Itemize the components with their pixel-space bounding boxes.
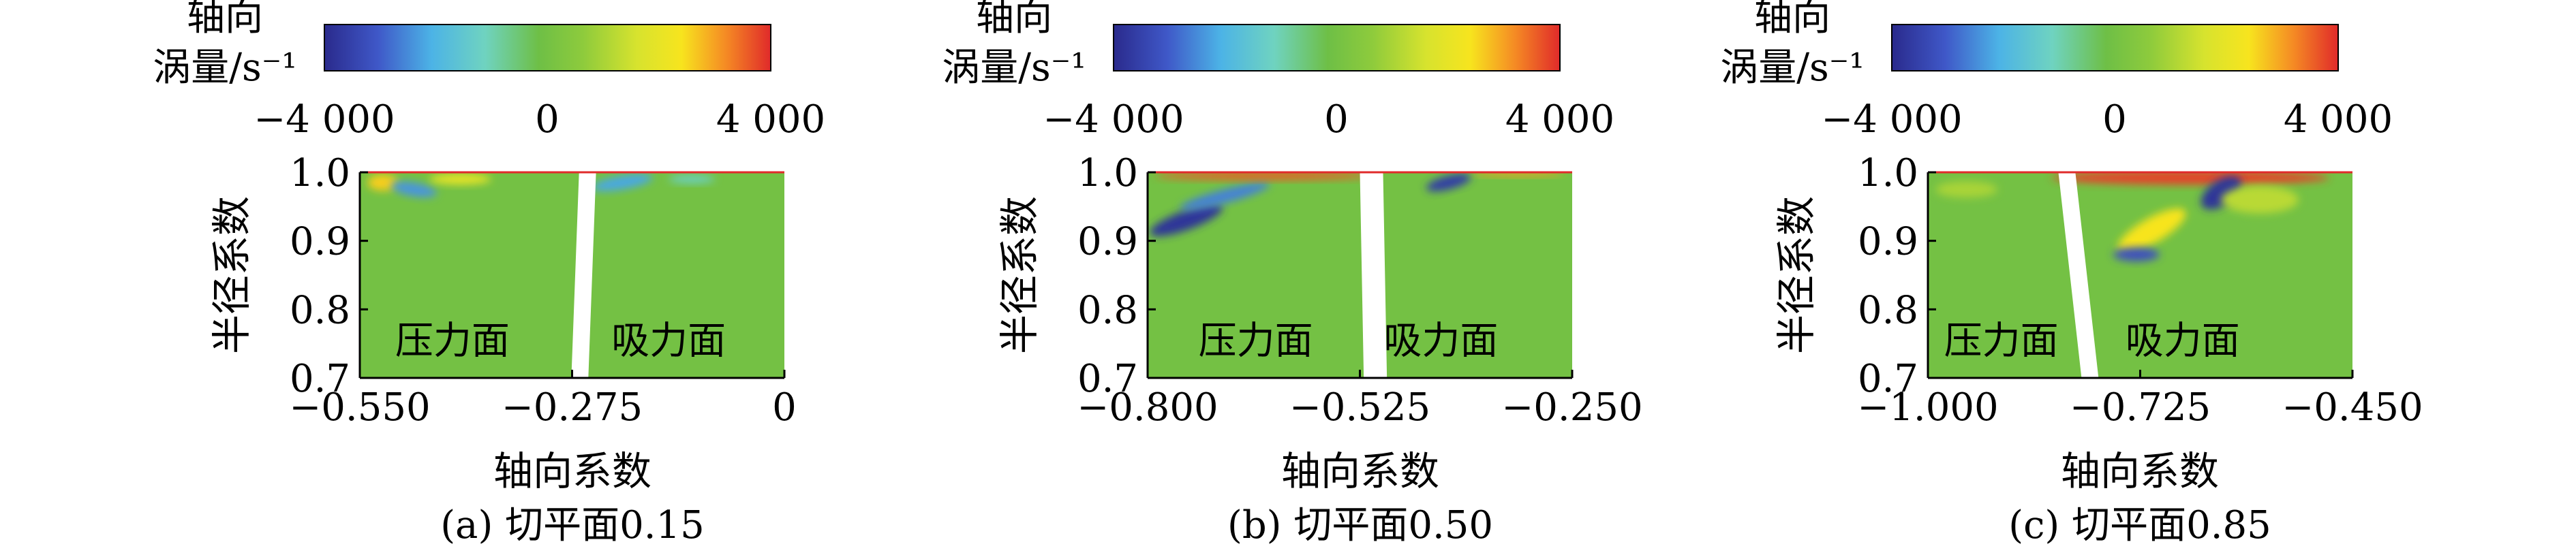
x-axis-label: 轴向系数 [493,448,651,494]
y-tick-label: 0.9 [1077,220,1138,264]
vortex-feature [390,181,437,197]
panel-b: 轴向 涡量/s⁻¹ −4 000 0 4 000 压力面 吸力面 0.7 0.8 0.9… [942,0,1642,547]
y-tick-label: 0.8 [1858,288,1918,332]
colorbar-title-line2: 涡量/s⁻¹ [942,46,1086,90]
y-axis-label: 半径系数 [996,196,1043,354]
vortex-feature [2051,172,2329,185]
colorbar-title-line1: 轴向 [187,0,263,39]
vortex-feature [1935,181,1997,198]
colorbar-tick-max: 4 000 [1505,97,1614,142]
x-tick-label: −0.550 [289,385,430,430]
vortex-features [367,172,716,378]
vortex-feature [429,174,491,185]
y-tick-label: 0.9 [290,220,350,264]
x-axis-label: 轴向系数 [2061,448,2219,494]
y-tick-label: 0.7 [290,357,350,401]
colorbar-b: 轴向 涡量/s⁻¹ −4 000 0 4 000 [942,0,1614,142]
vortex-features [1150,172,1565,378]
region-label: 吸力面 [1383,319,1498,364]
x-tick-label: −0.275 [502,385,643,430]
colorbar-tick-max: 4 000 [716,97,825,142]
colorbar-title-line1: 轴向 [976,0,1052,39]
panel-a: 轴向 涡量/s⁻¹ −4 000 0 4 000 压力面 吸力面 0.7 0.8 0.9… [153,0,825,547]
colorbar-a: 轴向 涡量/s⁻¹ −4 000 0 4 000 [153,0,825,142]
y-tick-label: 0.7 [1858,357,1918,401]
region-label: 吸力面 [2126,319,2240,364]
colorbar-gradient [1891,24,2339,71]
plot-b: 压力面 吸力面 0.7 0.8 0.9 1.0 −0.800 −0.525 −0.250 [1077,151,1642,430]
vortex-feature [2221,186,2299,214]
vortex-feature [1471,172,1565,177]
blade-section [571,172,596,378]
y-tick-label: 1.0 [1858,151,1918,195]
colorbar-tick-min: −4 000 [1043,97,1184,142]
x-tick-label: −0.800 [1077,385,1218,430]
y-axis-label: 半径系数 [209,196,255,354]
plot-a: 压力面 吸力面 0.7 0.8 0.9 1.0 −0.550 −0.275 0 [289,151,796,430]
colorbar-gradient [1113,24,1561,71]
colorbar-tick-min: −4 000 [1821,97,1962,142]
blade-section [1360,172,1387,378]
vortex-feature [2201,176,2242,210]
vortex-feature [367,174,399,191]
x-tick-label: −0.525 [1289,385,1430,430]
region-label: 压力面 [395,319,510,364]
region-label: 压力面 [1944,319,2059,364]
region-label: 吸力面 [611,319,726,364]
vortex-features [1935,172,2329,378]
colorbar-tick-mid: 0 [1324,97,1349,142]
y-tick-label: 1.0 [1077,151,1138,195]
plot-c: 压力面 吸力面 0.7 0.8 0.9 1.0 −1.000 −0.725 −0.450 [1857,151,2423,430]
vortex-feature [1426,173,1471,192]
colorbar-title-line2: 涡量/s⁻¹ [1720,46,1865,90]
x-tick-label: −0.450 [2282,385,2423,430]
panel-caption: (a) 切平面0.15 [440,503,705,547]
heatmap-field [360,172,784,378]
colorbar-title-line2: 涡量/s⁻¹ [153,46,297,90]
vortex-feature [2113,247,2160,261]
y-tick-label: 0.9 [1858,220,1918,264]
y-tick-label: 0.8 [1077,288,1138,332]
x-axis-label: 轴向系数 [1281,448,1439,494]
colorbar-tick-max: 4 000 [2284,97,2393,142]
colorbar-tick-min: −4 000 [254,97,395,142]
vortex-feature [1180,182,1270,210]
vortex-feature [1155,172,1372,180]
x-tick-label: −0.725 [2070,385,2211,430]
x-tick-label: 0 [772,385,797,430]
panel-c: 轴向 涡量/s⁻¹ −4 000 0 4 000 压力面 吸力面 0.7 0.8 0.9… [1720,0,2423,547]
y-tick-label: 0.7 [1077,357,1138,401]
colorbar-title-line1: 轴向 [1754,0,1830,39]
vortex-feature [592,174,653,191]
panel-caption: (c) 切平面0.85 [2008,503,2271,547]
region-label: 压力面 [1199,319,1313,364]
colorbar-tick-mid: 0 [2102,97,2127,142]
vortex-feature [1150,204,1223,236]
y-tick-label: 0.8 [290,288,350,332]
x-tick-label: −1.000 [1857,385,1998,430]
y-tick-label: 1.0 [290,151,350,195]
vortex-feature [2117,208,2186,253]
colorbar-gradient [324,24,771,71]
x-tick-label: −0.250 [1501,385,1642,430]
blade-section [2058,172,2099,378]
colorbar-c: 轴向 涡量/s⁻¹ −4 000 0 4 000 [1720,0,2393,142]
vortex-feature [669,175,716,184]
panel-caption: (b) 切平面0.50 [1227,503,1493,547]
y-axis-label: 半径系数 [1773,196,1820,354]
colorbar-tick-mid: 0 [535,97,559,142]
